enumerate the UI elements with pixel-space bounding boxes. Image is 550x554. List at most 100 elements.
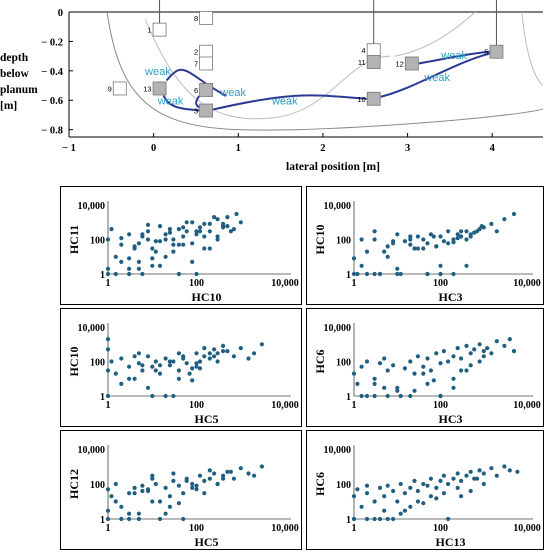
data-point: [105, 516, 111, 522]
data-point: [163, 232, 168, 237]
sensor-box-8: [199, 10, 214, 25]
data-point: [145, 354, 151, 359]
x-tick-label: 100: [433, 400, 448, 411]
data-point: [428, 476, 433, 481]
data-point: [140, 363, 145, 368]
data-point: [171, 237, 176, 242]
data-point: [184, 478, 189, 483]
data-point: [468, 469, 473, 474]
data-point: [438, 393, 443, 399]
data-point: [109, 494, 114, 499]
data-point: [451, 385, 456, 390]
data-point: [136, 351, 141, 356]
scatter-plot-hc11-vs-hc10: 11 100 100 10,000 10,000 HC10 HC11: [67, 201, 299, 304]
y-tick-label: 10,000: [324, 201, 352, 212]
data-point: [511, 211, 517, 217]
y-tick-label: 100: [336, 236, 351, 247]
x-tick-label: 1: [106, 523, 111, 534]
data-point: [140, 488, 145, 494]
data-point: [176, 483, 181, 488]
data-point: [446, 359, 451, 364]
data-point: [202, 478, 207, 483]
sensor-box-9: [112, 81, 127, 96]
sensor-label-4: 4: [362, 46, 366, 55]
data-point: [194, 232, 199, 237]
data-point: [415, 488, 420, 494]
data-point: [408, 237, 413, 242]
data-point: [184, 361, 189, 366]
data-point: [105, 487, 111, 492]
y-tick-label: 100: [336, 358, 351, 369]
data-point: [132, 485, 137, 490]
data-point: [372, 237, 377, 242]
data-point: [372, 271, 377, 277]
data-point: [438, 361, 443, 366]
data-point: [359, 263, 364, 268]
x-tick-label: 1: [352, 523, 357, 534]
data-point: [385, 368, 390, 373]
weak-link-label: weak: [157, 96, 184, 108]
data-point: [425, 483, 430, 488]
data-point: [225, 224, 230, 229]
data-point: [150, 256, 155, 261]
data-point: [441, 473, 446, 478]
data-point: [153, 368, 158, 373]
data-point: [119, 356, 124, 361]
data-point: [412, 388, 417, 393]
data-point: [481, 349, 486, 354]
scatter-panel-hc6-vs-hc3: 1 1 100 100 10,000 10,000 HC3 HC6: [306, 308, 544, 427]
data-point: [140, 483, 145, 488]
data-point: [507, 337, 512, 342]
data-point: [502, 217, 507, 222]
data-point: [194, 483, 199, 488]
data-point: [136, 266, 141, 271]
data-point: [372, 376, 377, 381]
right-profile-curve: [521, 11, 544, 86]
data-point: [171, 471, 176, 476]
data-point: [187, 371, 192, 376]
y-axis-label: HC11: [67, 225, 81, 254]
sensor-box-7: [199, 56, 214, 71]
data-point: [190, 481, 195, 487]
inner-profile-curve: [144, 19, 391, 120]
data-point: [351, 256, 357, 261]
data-point: [391, 488, 396, 494]
data-point: [127, 516, 132, 522]
x-tick-label: 100: [189, 400, 204, 411]
data-point: [190, 241, 195, 246]
data-point: [119, 236, 124, 241]
data-point: [382, 249, 387, 254]
data-point: [372, 499, 377, 504]
data-point: [408, 242, 413, 247]
x-tick-label: 0: [151, 143, 156, 154]
data-point: [202, 234, 207, 239]
sensor-label-3: 3: [194, 107, 198, 116]
data-point: [215, 359, 220, 364]
data-point: [511, 349, 517, 354]
data-point: [438, 271, 443, 277]
data-point: [468, 363, 473, 368]
data-point: [181, 242, 186, 247]
data-point: [459, 356, 464, 361]
data-point: [415, 499, 420, 504]
data-point: [364, 359, 370, 364]
sensor-label-8: 8: [194, 14, 198, 23]
data-point: [212, 471, 217, 476]
data-point: [150, 473, 155, 478]
data-point: [425, 241, 430, 246]
data-point: [408, 393, 413, 399]
data-point: [438, 263, 443, 268]
data-point: [238, 466, 243, 471]
data-point: [184, 220, 189, 225]
data-point: [194, 351, 199, 356]
data-point: [119, 242, 124, 247]
data-point: [395, 271, 400, 277]
data-point: [494, 339, 499, 344]
data-point: [197, 366, 203, 371]
data-point: [364, 393, 370, 399]
data-point: [441, 239, 446, 244]
sensor-box-10: [366, 91, 381, 106]
scatter-panel-hc11-vs-hc10: 1 1 100 100 10,000 10,000 HC10 HC11: [60, 186, 302, 305]
data-point: [451, 476, 456, 481]
data-point: [167, 504, 172, 509]
